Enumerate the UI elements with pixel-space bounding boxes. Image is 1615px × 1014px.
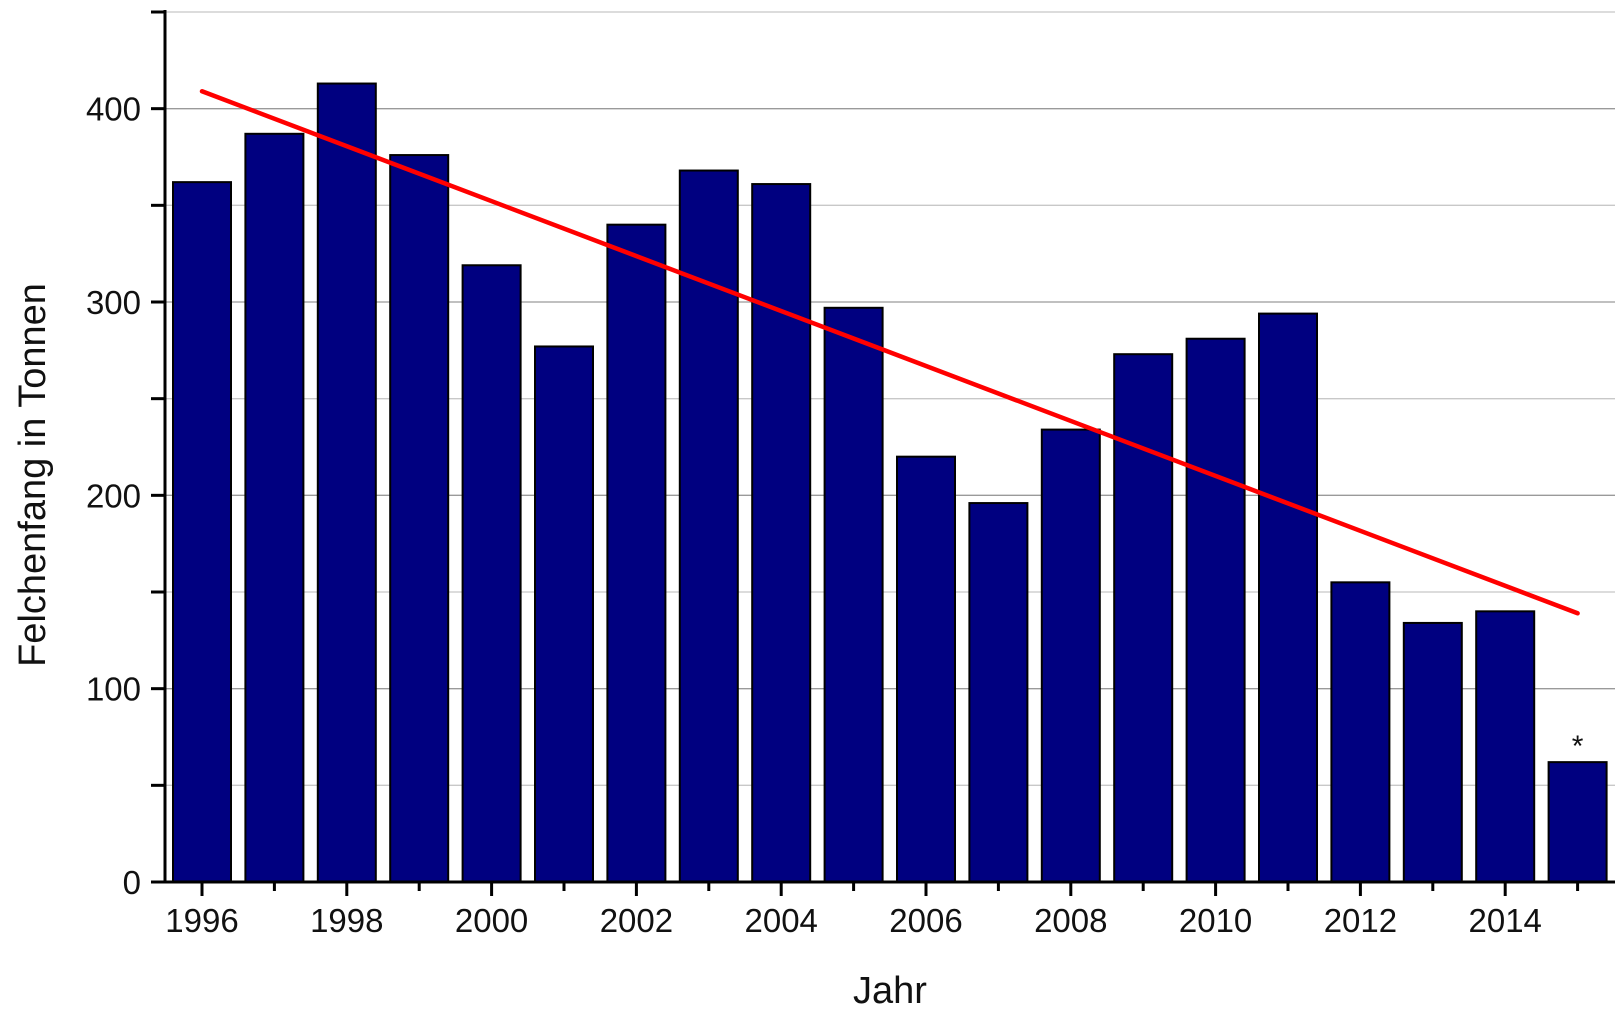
x-tick-label: 2006 xyxy=(889,902,962,939)
y-tick-label: 400 xyxy=(86,91,141,128)
x-tick-label: 2008 xyxy=(1034,902,1107,939)
y-tick-label: 100 xyxy=(86,671,141,708)
x-tick-label: 2002 xyxy=(600,902,673,939)
bar-2002 xyxy=(606,223,667,883)
gridlines xyxy=(165,11,1615,786)
bar-2008 xyxy=(1040,428,1101,883)
bar-2007 xyxy=(968,502,1029,883)
bar-2005 xyxy=(823,306,884,883)
bar-1997 xyxy=(244,132,305,884)
bar-2014 xyxy=(1475,610,1536,883)
bar-1999 xyxy=(389,154,450,884)
annotation-asterisk: * xyxy=(1572,730,1584,763)
y-tick-label: 0 xyxy=(123,864,141,901)
bar-2015 xyxy=(1547,761,1608,884)
x-tick-label: 1996 xyxy=(165,902,238,939)
x-tick-label: 2010 xyxy=(1179,902,1252,939)
trend-line xyxy=(199,89,1580,616)
y-tick-labels: 0 100 200 300 400 xyxy=(86,91,141,901)
annotations: * xyxy=(1572,730,1584,763)
y-tick-label: 200 xyxy=(86,477,141,514)
bar-2011 xyxy=(1258,312,1318,884)
x-tick-label: 2000 xyxy=(455,902,528,939)
axes xyxy=(151,10,1615,896)
x-tick-label: 1998 xyxy=(310,902,383,939)
bar-2009 xyxy=(1113,353,1174,883)
x-tick-label: 2012 xyxy=(1324,902,1397,939)
x-axis-label: Jahr xyxy=(853,970,927,1012)
x-tick-labels: 1996 1998 2000 2002 2004 2006 2008 2010 2012 2014 xyxy=(165,902,1542,939)
bar-1998 xyxy=(316,82,377,884)
bar-2000 xyxy=(461,264,522,883)
x-tick-label: 2014 xyxy=(1468,902,1541,939)
bars xyxy=(172,82,1608,884)
trend-line-group xyxy=(199,89,1580,616)
y-axis-label: Felchenfang in Tonnen xyxy=(12,283,54,667)
bar-2001 xyxy=(534,345,594,883)
bar-1996 xyxy=(172,181,232,883)
bar-2004 xyxy=(751,183,812,884)
x-tick-label: 2004 xyxy=(744,902,817,939)
bar-2012 xyxy=(1330,581,1391,883)
bar-2006 xyxy=(896,455,956,883)
y-tick-label: 300 xyxy=(86,284,141,321)
bar-2010 xyxy=(1185,337,1246,883)
bar-2013 xyxy=(1402,621,1463,884)
